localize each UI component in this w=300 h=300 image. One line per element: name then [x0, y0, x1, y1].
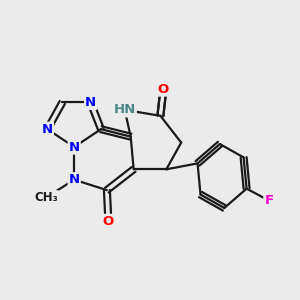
Text: F: F: [264, 194, 274, 207]
Text: O: O: [158, 82, 169, 96]
Text: N: N: [42, 123, 53, 136]
Text: O: O: [103, 215, 114, 228]
Text: HN: HN: [114, 103, 136, 116]
Text: N: N: [85, 96, 96, 109]
Text: CH₃: CH₃: [34, 191, 58, 204]
Text: N: N: [69, 140, 80, 154]
Text: N: N: [69, 173, 80, 186]
